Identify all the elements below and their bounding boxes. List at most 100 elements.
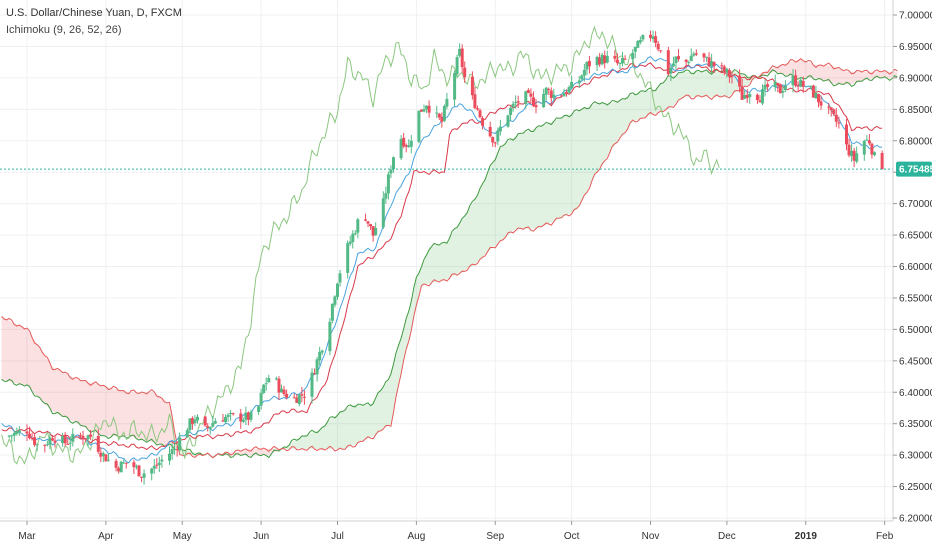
candle-down — [615, 59, 619, 64]
indicator-label[interactable]: Ichimoku (9, 26, 52, 26) — [6, 24, 122, 36]
candle-up — [621, 58, 624, 64]
candle-down — [117, 468, 121, 472]
candle-down — [740, 86, 744, 100]
candle-down — [33, 437, 37, 445]
candle-up — [496, 130, 500, 142]
candle-down — [677, 56, 680, 60]
candle-up — [386, 174, 390, 194]
candle-up — [595, 57, 599, 66]
candle-down — [730, 75, 734, 77]
candle-up — [422, 109, 426, 112]
candle-up — [7, 435, 11, 437]
candle-down — [516, 101, 520, 103]
candle-down — [427, 105, 431, 113]
x-tick-label: Aug — [407, 531, 425, 542]
candle-up — [809, 85, 813, 87]
candle-up — [498, 126, 502, 132]
candle-up — [562, 93, 566, 97]
candle-up — [168, 453, 171, 461]
candle-up — [865, 139, 869, 141]
candle-down — [63, 435, 67, 444]
candle-up — [381, 198, 385, 228]
candle-down — [837, 122, 841, 124]
candle-up — [353, 233, 357, 235]
candle-down — [190, 418, 194, 425]
candle-down — [66, 443, 70, 445]
x-tick-label: Nov — [642, 531, 660, 542]
candle-down — [794, 75, 798, 86]
candle-down — [817, 93, 820, 103]
candle-down — [364, 219, 367, 221]
candle-down — [481, 118, 485, 126]
last-price-badge-bg — [896, 161, 932, 177]
candle-down — [402, 137, 406, 147]
y-axis[interactable]: 7.000006.950006.900006.850006.800006.750… — [893, 11, 932, 525]
candle-down — [25, 431, 29, 434]
candle-up — [705, 56, 708, 58]
symbol-title[interactable]: U.S. Dollar/Chinese Yuan, D, FXCM — [6, 7, 182, 19]
x-tick-label: Oct — [564, 531, 580, 542]
candle-down — [239, 413, 243, 422]
candle-up — [453, 72, 457, 100]
x-axis[interactable]: Mar Apr May Jun Jul Aug Sep Oct Nov Dec 2019 Feb — [18, 521, 894, 542]
candle-down — [766, 84, 770, 87]
candle-up — [178, 437, 182, 451]
candle-down — [81, 435, 85, 440]
candle-down — [867, 140, 871, 144]
candle-down — [845, 124, 848, 145]
candle-down — [295, 397, 299, 403]
candle-down — [369, 224, 373, 227]
candle-down — [437, 113, 441, 118]
candle-up — [15, 431, 19, 434]
candle-up — [318, 351, 322, 361]
candle-up — [241, 419, 245, 422]
candle-up — [119, 461, 123, 473]
candle-down — [366, 221, 370, 224]
candle-down — [832, 109, 836, 115]
candle-down — [720, 65, 724, 67]
candle-up — [229, 413, 233, 414]
candle-down — [712, 62, 716, 67]
candle-down — [84, 438, 87, 440]
candle-up — [638, 40, 642, 43]
candle-up — [671, 63, 675, 67]
candle-up — [157, 462, 161, 466]
candle-up — [224, 417, 227, 423]
candle-down — [140, 476, 143, 478]
candle-up — [17, 430, 21, 433]
x-tick-label: Feb — [876, 531, 894, 542]
candle-up — [781, 91, 785, 93]
candle-down — [473, 94, 477, 109]
candle-up — [855, 153, 859, 162]
candle-down — [758, 100, 762, 103]
candle-down — [470, 76, 474, 96]
candle-up — [264, 383, 268, 385]
candle-down — [727, 70, 731, 77]
candle-down — [549, 90, 553, 98]
candle-up — [170, 449, 174, 454]
x-tick-label: Apr — [98, 531, 114, 542]
senkou-span-b — [1, 57, 898, 459]
candle-up — [399, 139, 403, 159]
chart-legend: U.S. Dollar/Chinese Yuan, D, FXCM Ichimo… — [6, 6, 182, 38]
candle-up — [409, 140, 413, 147]
y-tick-label: 6.45000 — [899, 356, 932, 367]
candle-up — [211, 422, 215, 427]
candle-down — [847, 144, 851, 156]
candle-up — [524, 91, 528, 104]
x-tick-label: 2019 — [795, 531, 818, 542]
candle-down — [666, 50, 670, 75]
cloud-bearish — [1, 316, 180, 456]
candle-up — [631, 52, 635, 60]
candle-up — [196, 416, 199, 421]
candle-up — [122, 462, 126, 464]
candle-up — [320, 350, 324, 353]
candle-down — [175, 449, 179, 451]
candle-up — [338, 273, 342, 283]
candle-up — [544, 87, 548, 95]
candle-down — [870, 143, 874, 155]
candle-up — [687, 62, 691, 64]
last-price-badge: 6.75485 — [896, 161, 932, 177]
candle-up — [445, 99, 449, 107]
candle-down — [282, 389, 286, 394]
